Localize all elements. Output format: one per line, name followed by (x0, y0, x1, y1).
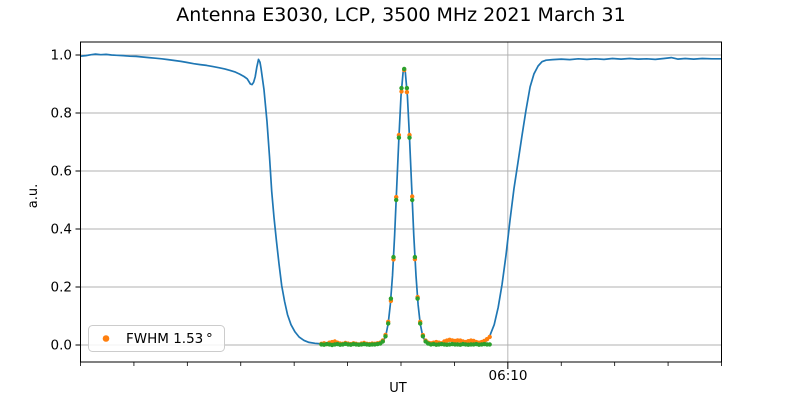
series-fit_points-point (396, 135, 402, 140)
y-tick-label: 0.4 (51, 222, 72, 238)
series-fit_points-point (404, 85, 410, 91)
legend-marker-icon (102, 335, 110, 342)
series-fit_points-point (380, 339, 385, 344)
series-fit_points-point (420, 334, 426, 339)
series-data_points-point (487, 334, 492, 340)
y-tick-label: 0.2 (51, 280, 72, 296)
y-tick-label: 0.0 (51, 338, 72, 354)
series-fit_points-point (399, 85, 404, 91)
series-scan_line (80, 53, 722, 346)
series-fit_points-point (386, 321, 391, 326)
series-fit_points-point (487, 342, 492, 347)
series-fit_points-point (383, 334, 388, 339)
series-fit_points-point (391, 254, 396, 260)
series-fit_points-point (407, 135, 412, 140)
legend-label: FWHM 1.53 ° (126, 331, 213, 347)
legend: FWHM 1.53 ° (88, 325, 225, 352)
y-tick-label: 0.8 (51, 106, 72, 122)
legend-box (88, 325, 225, 352)
series-fit_points-point (418, 321, 423, 326)
plot-generated-layer: 0.0 0.2 0.4 0.6 0.8 1.0 (51, 41, 722, 369)
y-tick-label: 1.0 (51, 48, 72, 64)
x-tick-label: 06:10 (489, 368, 528, 384)
series-fit_points-point (402, 66, 407, 72)
series-data_points-point (404, 89, 410, 95)
series-fit_points-point (415, 296, 420, 301)
series-fit_points-point (388, 296, 394, 301)
y-axis-label: a.u. (26, 184, 41, 208)
series-data_points-point (399, 89, 404, 94)
series-fit_points-point (410, 197, 415, 203)
series-fit_points-point (412, 254, 418, 260)
series-data_points-point (410, 194, 415, 199)
y-tick-label: 0.6 (51, 164, 72, 180)
x-axis-label: UT (389, 381, 407, 396)
series-fit_points-point (394, 197, 399, 203)
chart-title: Antenna E3030, LCP, 3500 MHz 2021 March … (176, 4, 625, 26)
